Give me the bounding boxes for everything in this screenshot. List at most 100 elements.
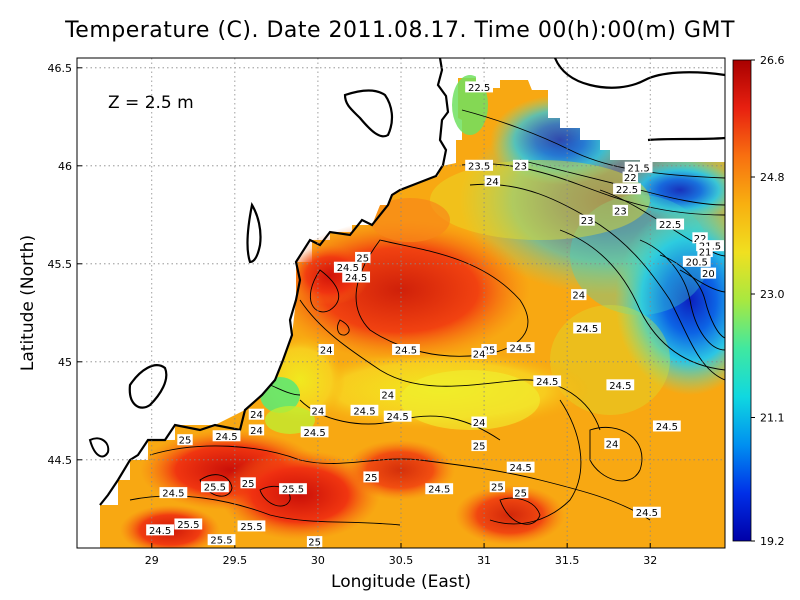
contour-label-text: 25 xyxy=(308,538,321,549)
contour-label-text: 25.5 xyxy=(210,536,232,547)
contour-label-text: 24 xyxy=(250,410,263,421)
x-tick-label: 32 xyxy=(643,554,657,567)
colorbar-tick-label: 24.8 xyxy=(760,171,785,184)
contour-label-text: 25.5 xyxy=(282,485,304,496)
contour-label: 24 xyxy=(471,416,487,429)
contour-label-text: 25 xyxy=(356,253,369,264)
contour-label: 22.5 xyxy=(656,218,685,231)
contour-label: 24.5 xyxy=(652,420,681,433)
contour-label: 24.5 xyxy=(573,322,601,335)
x-tick-label: 31.5 xyxy=(555,554,580,567)
contour-label: 25 xyxy=(177,434,193,447)
contour-label-text: 24.5 xyxy=(387,412,409,423)
contour-label-text: 24 xyxy=(381,391,394,402)
contour-label-text: 24.5 xyxy=(337,263,359,274)
contour-label: 25 xyxy=(355,251,371,264)
contour-label-text: 20 xyxy=(702,269,715,280)
colorbar xyxy=(732,59,752,542)
contour-label: 24.5 xyxy=(212,430,241,443)
y-axis-label: Latitude (North) xyxy=(18,235,38,371)
contour-label-text: 22 xyxy=(694,234,707,245)
contour-label: 25 xyxy=(471,440,487,453)
contour-label: 24.5 xyxy=(392,344,420,357)
contour-label-text: 24 xyxy=(250,426,263,437)
contour-label: 21.5 xyxy=(624,161,653,174)
contour-label-text: 24 xyxy=(572,291,585,302)
y-tick-label: 46 xyxy=(58,160,72,173)
contour-label-text: 24.5 xyxy=(162,489,184,500)
contour-label: 22.5 xyxy=(465,81,493,94)
coastline xyxy=(77,57,726,548)
contour-label: 24.5 xyxy=(333,261,362,274)
colorbar-tick-label: 23.0 xyxy=(760,288,785,301)
contour-label: 22 xyxy=(622,171,638,184)
x-tick-label: 31 xyxy=(477,554,491,567)
x-axis-ticks: 29 29.5 30 30.5 31 31.5 32 xyxy=(145,543,657,567)
contour-label-text: 24.5 xyxy=(149,526,171,537)
contour-label-text: 24 xyxy=(486,177,499,188)
contour-label-text: 24 xyxy=(320,346,333,357)
contour-label-text: 24 xyxy=(473,418,486,429)
contour-label: 24.5 xyxy=(342,271,371,284)
contour-label-text: 23 xyxy=(581,216,594,227)
x-axis-label: Longitude (East) xyxy=(331,572,471,592)
contour-label: 24 xyxy=(471,347,487,360)
contour-label-text: 25.5 xyxy=(177,520,199,531)
contour-label: 25 xyxy=(481,344,497,357)
contour-label-text: 23 xyxy=(514,161,527,172)
contour-label-text: 24 xyxy=(606,440,619,451)
contour-label: 25.5 xyxy=(279,483,307,496)
contour-label: 23 xyxy=(612,204,629,217)
map-title: Temperature (C). Date 2011.08.17. Time 0… xyxy=(65,18,735,43)
contour-label: 23 xyxy=(512,159,529,172)
contour-label-text: 22.5 xyxy=(616,185,638,196)
contour-label-text: 25 xyxy=(179,436,192,447)
contour-label-text: 25.5 xyxy=(204,483,226,494)
contour-label: 24.5 xyxy=(146,524,174,537)
contour-label: 20 xyxy=(700,267,717,280)
y-tick-label: 44.5 xyxy=(48,454,73,467)
contour-label: 25 xyxy=(363,471,379,484)
contour-label-text: 24 xyxy=(473,349,486,360)
contour-label: 24.5 xyxy=(159,487,188,500)
depth-label: Z = 2.5 m xyxy=(108,93,194,113)
contour-label-text: 24.5 xyxy=(536,377,558,388)
contour-label-text: 24.5 xyxy=(576,324,598,335)
contour-label-text: 25 xyxy=(483,346,496,357)
contour-label: 24.5 xyxy=(506,342,535,355)
contour-label-text: 24 xyxy=(312,406,325,417)
colorbar-tick-label: 26.6 xyxy=(760,54,785,67)
colorbar-tick-label: 19.2 xyxy=(760,535,785,548)
contour-label-text: 25 xyxy=(365,473,378,484)
x-tick-label: 29 xyxy=(145,554,159,567)
contour-label: 24 xyxy=(318,344,334,357)
contour-label: 22 xyxy=(692,232,708,245)
x-tick-label: 30.5 xyxy=(389,554,414,567)
contour-label-text: 24.5 xyxy=(215,432,237,443)
contour-label: 20.5 xyxy=(682,255,711,268)
contour-label-text: 21.5 xyxy=(627,163,649,174)
contour-label: 24 xyxy=(248,424,265,437)
contour-label: 24.5 xyxy=(350,404,379,417)
contour-label: 25 xyxy=(512,487,529,500)
contour-label-text: 25 xyxy=(473,442,486,453)
contour-label: 24.5 xyxy=(506,461,535,474)
contour-label: 24.5 xyxy=(300,426,329,439)
contour-label-text: 24.5 xyxy=(395,346,417,357)
contour-label: 24.5 xyxy=(533,375,562,388)
contour-label: 23 xyxy=(579,214,595,227)
y-axis-ticks: 46.5 46 45.5 45 44.5 xyxy=(48,62,82,467)
contour-label: 25 xyxy=(489,481,506,494)
contour-label: 25 xyxy=(306,536,323,549)
contour-label: 25.5 xyxy=(174,518,203,531)
contour-label: 24 xyxy=(310,404,326,417)
contour-label-text: 24.5 xyxy=(428,485,450,496)
contour-label-text: 20.5 xyxy=(686,257,708,268)
contour-label-text: 24.5 xyxy=(656,422,678,433)
contour-label-text: 25 xyxy=(242,479,255,490)
contour-label: 23.5 xyxy=(465,159,493,172)
contour-label: 24.5 xyxy=(633,506,661,519)
contour-label-text: 22.5 xyxy=(659,220,681,231)
contour-label: 21 xyxy=(697,246,713,259)
